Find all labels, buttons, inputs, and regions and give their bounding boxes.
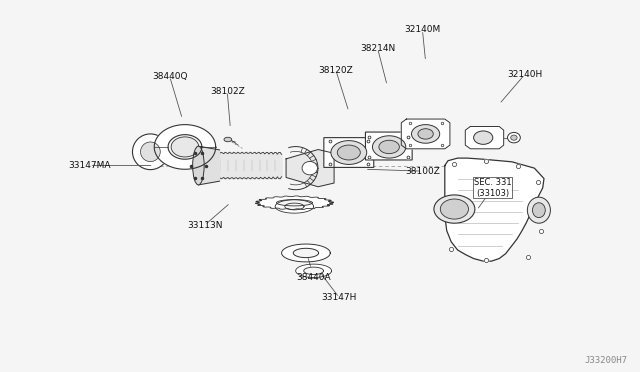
Text: 33113N: 33113N bbox=[187, 221, 223, 230]
Polygon shape bbox=[276, 200, 312, 206]
Polygon shape bbox=[154, 125, 216, 169]
Text: 38120Z: 38120Z bbox=[319, 66, 353, 75]
Text: 38440A: 38440A bbox=[296, 273, 331, 282]
Text: 38100Z: 38100Z bbox=[405, 167, 440, 176]
Polygon shape bbox=[275, 200, 314, 213]
Ellipse shape bbox=[527, 197, 550, 223]
Text: 33147H: 33147H bbox=[321, 293, 357, 302]
Text: 32140M: 32140M bbox=[404, 25, 440, 34]
Polygon shape bbox=[296, 264, 332, 278]
FancyBboxPatch shape bbox=[324, 138, 374, 167]
Ellipse shape bbox=[331, 141, 367, 164]
Ellipse shape bbox=[337, 145, 360, 160]
Polygon shape bbox=[465, 126, 504, 149]
Ellipse shape bbox=[418, 129, 433, 139]
Ellipse shape bbox=[440, 199, 468, 219]
Ellipse shape bbox=[532, 203, 545, 218]
Text: 38102Z: 38102Z bbox=[210, 87, 244, 96]
Polygon shape bbox=[282, 244, 330, 262]
Ellipse shape bbox=[434, 195, 475, 223]
Ellipse shape bbox=[302, 161, 317, 175]
Ellipse shape bbox=[508, 132, 520, 143]
Polygon shape bbox=[293, 248, 319, 257]
Ellipse shape bbox=[141, 142, 160, 161]
Ellipse shape bbox=[171, 137, 199, 157]
Text: J33200H7: J33200H7 bbox=[584, 356, 627, 365]
Ellipse shape bbox=[511, 135, 517, 140]
FancyBboxPatch shape bbox=[365, 132, 412, 160]
Polygon shape bbox=[401, 119, 450, 149]
Ellipse shape bbox=[132, 134, 168, 170]
Polygon shape bbox=[286, 150, 334, 187]
Polygon shape bbox=[255, 196, 333, 209]
Polygon shape bbox=[304, 267, 323, 275]
Text: SEC. 331
(33103): SEC. 331 (33103) bbox=[474, 178, 511, 198]
Ellipse shape bbox=[412, 125, 440, 143]
Polygon shape bbox=[285, 203, 304, 210]
Polygon shape bbox=[168, 135, 202, 159]
Text: 38440Q: 38440Q bbox=[152, 72, 188, 81]
Text: 33147MA: 33147MA bbox=[68, 161, 111, 170]
Polygon shape bbox=[198, 146, 220, 185]
Polygon shape bbox=[445, 158, 544, 261]
Ellipse shape bbox=[224, 137, 232, 142]
Ellipse shape bbox=[193, 146, 204, 185]
Ellipse shape bbox=[372, 136, 406, 158]
Ellipse shape bbox=[474, 131, 493, 144]
Ellipse shape bbox=[379, 140, 399, 154]
Text: 38214N: 38214N bbox=[360, 44, 396, 53]
Text: 32140H: 32140H bbox=[507, 70, 543, 79]
